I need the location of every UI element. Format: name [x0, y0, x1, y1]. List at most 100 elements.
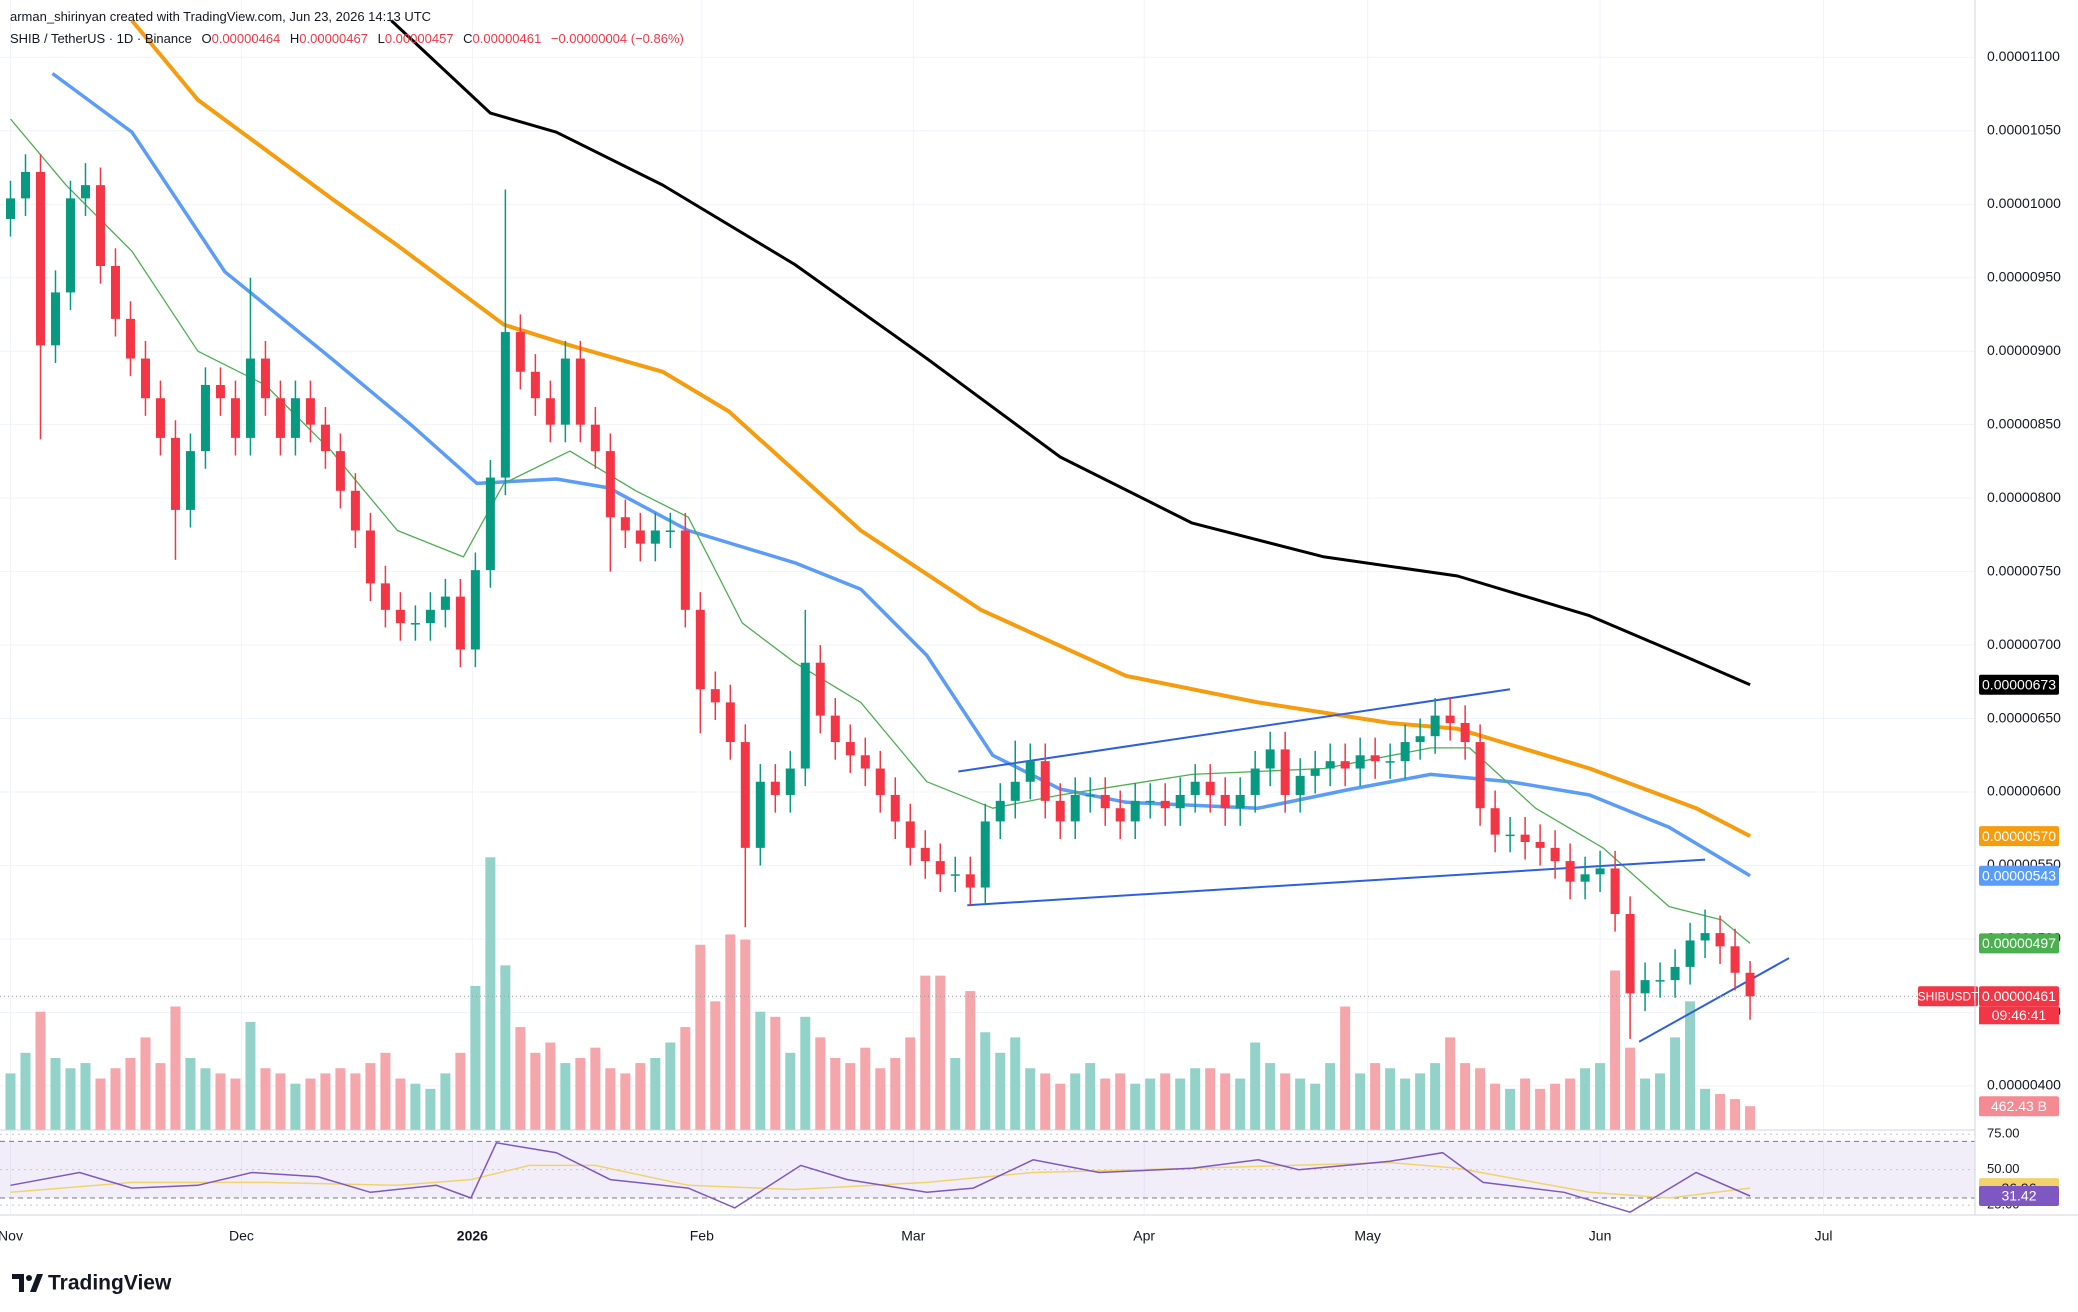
volume-bar	[935, 975, 946, 1130]
volume-bar	[65, 1068, 76, 1130]
volume-bar	[815, 1037, 826, 1130]
volume-bar	[170, 1006, 181, 1130]
volume-bar	[1490, 1083, 1501, 1130]
rsi-line	[10, 1141, 1751, 1214]
volume-bar	[1655, 1073, 1666, 1130]
candle-body	[1250, 768, 1260, 795]
volume-bar	[1280, 1073, 1291, 1130]
volume-bar	[185, 1057, 196, 1130]
volume-bar	[860, 1047, 871, 1130]
volume-bar	[1580, 1068, 1591, 1130]
volume-bar	[470, 985, 481, 1130]
volume-bar	[1310, 1083, 1321, 1130]
volume-bar	[440, 1073, 451, 1130]
volume-bar	[320, 1073, 331, 1130]
candle-body	[35, 171, 45, 346]
x-tick-label: Jul	[1815, 1228, 1833, 1244]
volume-bar	[950, 1057, 961, 1130]
candle-body	[860, 755, 870, 769]
candle-body	[410, 623, 420, 625]
volume-bar	[1265, 1063, 1276, 1130]
candle-body	[1655, 980, 1665, 982]
candle-body	[665, 530, 675, 532]
y-tick-label: 0.00001000	[1987, 195, 2061, 211]
volume-bar	[770, 1016, 781, 1130]
candle-body	[815, 662, 825, 716]
volume-bar	[305, 1078, 316, 1130]
candle-body	[890, 794, 900, 822]
candle-body	[80, 185, 90, 199]
volume-bar	[695, 944, 706, 1130]
candle-body	[935, 861, 945, 875]
volume-bar	[500, 965, 511, 1130]
volume-bar	[1640, 1078, 1651, 1130]
volume-bar	[980, 1032, 991, 1130]
trendline	[1638, 957, 1790, 1043]
candle-body	[1685, 940, 1695, 967]
change: −0.00000004 (−0.86%)	[550, 31, 684, 46]
candle-body	[1025, 761, 1035, 782]
candle-body	[1340, 761, 1350, 769]
volume-bar	[1175, 1078, 1186, 1130]
candle-body	[425, 609, 435, 624]
y-tick-label: 0.00000750	[1987, 562, 2061, 578]
y-tick-label: 0.00000700	[1987, 636, 2061, 652]
ma-last-value-box	[1979, 674, 2059, 695]
candle-body	[620, 517, 630, 531]
volume-bar	[1355, 1073, 1366, 1130]
candle-body	[440, 596, 450, 610]
volume-bar	[200, 1068, 211, 1130]
rsi-band	[0, 1141, 1975, 1198]
candle-body	[1730, 946, 1740, 973]
volume-bar	[1505, 1088, 1516, 1130]
candle-body	[1370, 755, 1380, 762]
volume-bar	[1220, 1073, 1231, 1130]
x-tick-label: 2026	[457, 1228, 488, 1244]
candle-body	[185, 451, 195, 510]
candle-body	[1700, 933, 1710, 941]
volume-bar	[485, 857, 496, 1130]
volume-bar	[230, 1078, 241, 1130]
trendline	[967, 858, 1706, 907]
candle-body	[290, 398, 300, 438]
candle-body	[1235, 794, 1245, 809]
volume-bar	[1565, 1078, 1576, 1130]
volume-bar	[785, 1052, 796, 1130]
candle-body	[140, 358, 150, 399]
volume-bar	[890, 1057, 901, 1130]
candle-body	[5, 198, 15, 219]
volume-bar	[830, 1057, 841, 1130]
candle-body	[1280, 749, 1290, 795]
volume-bar	[5, 1073, 16, 1130]
volume-bar	[1385, 1068, 1396, 1130]
y-tick-label: 0.00000600	[1987, 783, 2061, 799]
volume-bar	[710, 1001, 721, 1130]
candle-body	[1565, 861, 1575, 882]
candle-body	[95, 185, 105, 266]
ohlc-key: L	[377, 31, 385, 46]
candle-body	[1520, 834, 1530, 842]
ohlc-value: 0.00000464	[211, 31, 281, 46]
candle-body	[350, 490, 360, 531]
candle-body	[1670, 966, 1680, 981]
candle-body	[1190, 781, 1200, 795]
credit: arman_shirinyan created with TradingView…	[10, 9, 432, 24]
volume-bar	[1085, 1063, 1096, 1130]
trendline	[958, 688, 1511, 773]
moving-average-line	[390, 19, 1751, 687]
volume-bar	[245, 1021, 256, 1130]
candle-body	[215, 384, 225, 399]
candle-body	[770, 781, 780, 795]
moving-average-line	[10, 118, 1751, 944]
candle-body	[1160, 800, 1170, 809]
volume-bar	[665, 1042, 676, 1130]
candle-body	[365, 530, 375, 584]
rsi-last-value-text: 31.42	[2001, 1188, 2036, 1204]
candle-body	[470, 570, 480, 650]
candle-body	[1130, 800, 1140, 822]
ma-last-value-text: 0.00000673	[1982, 676, 2056, 692]
volume-bar	[1025, 1068, 1036, 1130]
volume-bar	[350, 1073, 361, 1130]
candle-body	[320, 424, 330, 452]
